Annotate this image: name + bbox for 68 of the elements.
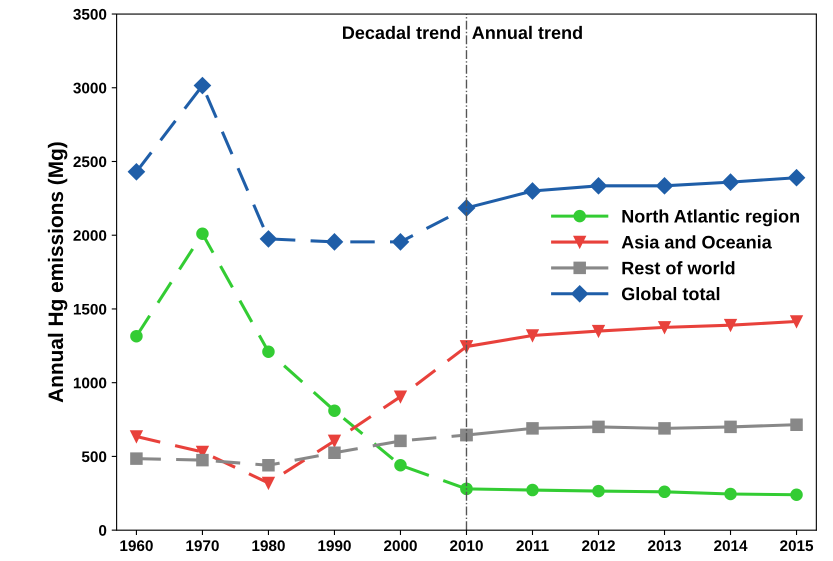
point [262, 345, 275, 358]
point [394, 459, 407, 472]
x-tick-label: 1990 [318, 540, 351, 552]
point [130, 430, 143, 443]
annotation: Annual trend [472, 26, 582, 40]
point [196, 454, 209, 466]
point [130, 330, 143, 342]
point [790, 418, 803, 431]
y-tick-label: 2000 [73, 230, 106, 241]
point [722, 174, 740, 191]
point [592, 484, 605, 498]
point [326, 233, 344, 250]
x-tick-label: 1980 [252, 540, 285, 552]
point [394, 390, 407, 403]
x-tick-label: 2014 [714, 540, 748, 552]
point [788, 169, 806, 186]
point [724, 318, 737, 332]
x-tick-label: 2000 [384, 540, 417, 552]
y-tick-label: 2500 [73, 156, 106, 168]
point [592, 420, 605, 434]
legend-label: Asia and Oceania [622, 235, 772, 249]
point [458, 199, 476, 216]
point [524, 182, 542, 200]
point [128, 163, 145, 180]
point [130, 452, 143, 465]
point [196, 227, 209, 240]
point [460, 482, 473, 496]
y-tick-label: 1500 [74, 304, 106, 315]
point [658, 422, 671, 435]
point [194, 76, 211, 94]
x-tick-label: 1970 [186, 540, 219, 552]
point [590, 177, 608, 194]
point [260, 230, 277, 248]
point [328, 446, 341, 459]
x-tick-label: 1960 [120, 540, 153, 552]
point [328, 404, 341, 417]
y-tick-label: 3000 [73, 82, 106, 94]
y-tick-label: 0 [99, 525, 106, 536]
point [658, 486, 671, 498]
x-tick-label: 2011 [516, 540, 549, 552]
point [460, 428, 473, 442]
y-axis-title: Annual Hg emissions (Mg) [48, 142, 68, 402]
point [328, 434, 341, 448]
point [262, 459, 275, 472]
x-tick-label: 2015 [780, 540, 814, 552]
x-tick-label: 2013 [648, 540, 681, 552]
point [724, 420, 737, 434]
point [592, 324, 605, 338]
legend-label: Global total [622, 287, 720, 300]
y-tick-label: 500 [82, 451, 106, 462]
point [394, 434, 407, 448]
point [790, 488, 803, 502]
point [790, 315, 803, 328]
y-tick-label: 3500 [73, 8, 106, 20]
point [656, 177, 674, 194]
legend-label: Rest of world [622, 261, 734, 274]
point [526, 484, 539, 496]
point [526, 329, 539, 342]
point [392, 233, 410, 250]
point [526, 422, 539, 435]
legend-label: North Atlantic region [622, 209, 799, 226]
x-tick-label: 2010 [450, 540, 483, 552]
x-tick-label: 2012 [582, 540, 615, 552]
point [658, 321, 671, 334]
annotation: Decadal trend [343, 26, 460, 40]
y-tick-label: 1000 [74, 378, 106, 388]
point [724, 488, 737, 500]
point [262, 476, 275, 490]
